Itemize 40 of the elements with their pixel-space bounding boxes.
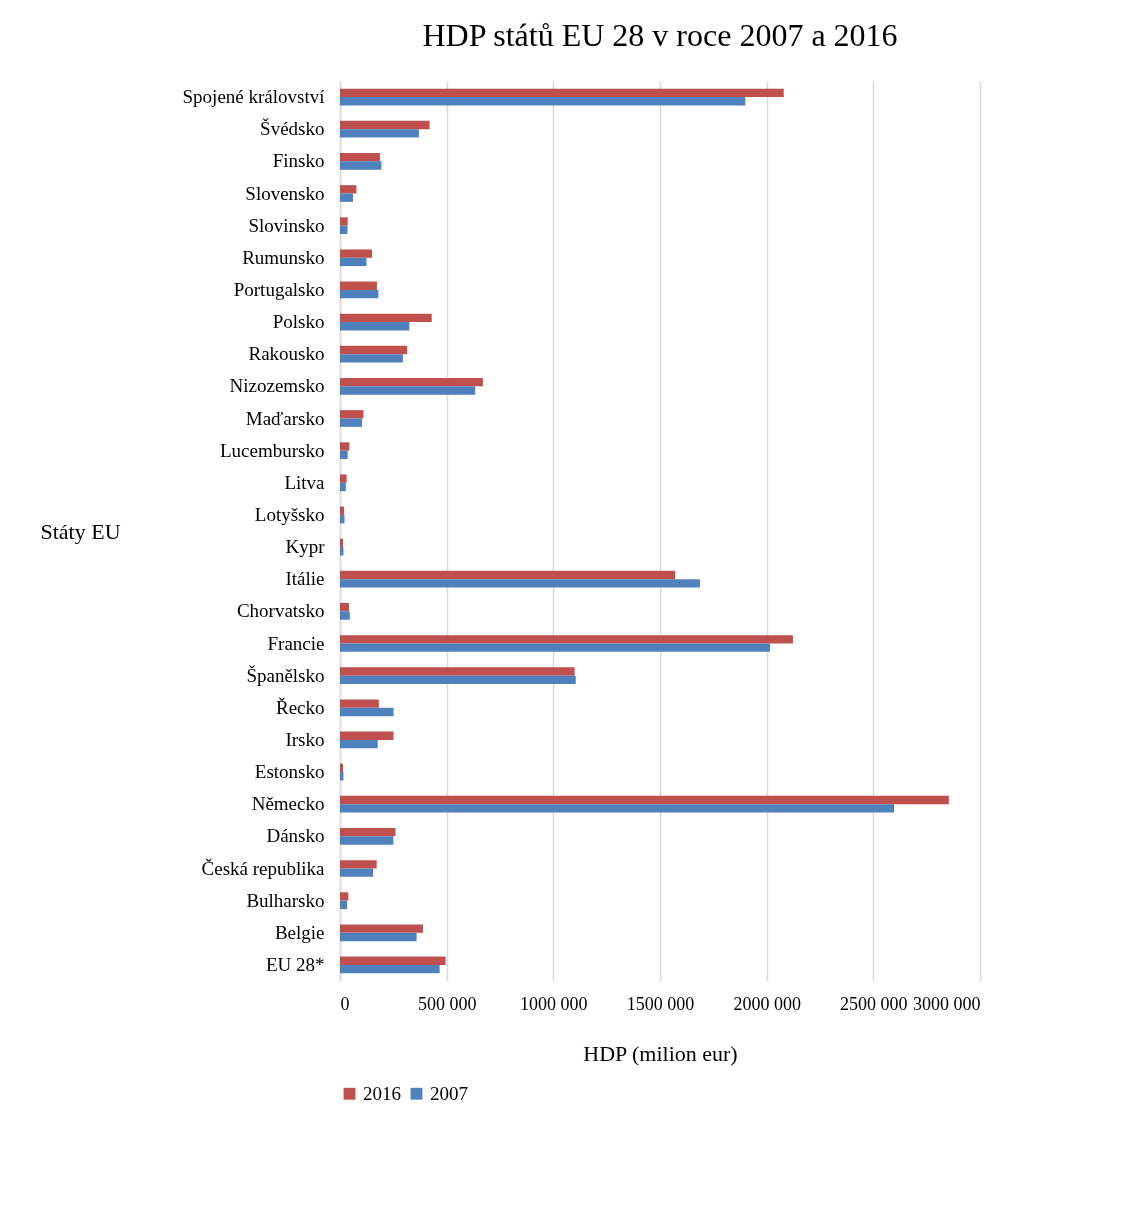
x-axis-title: HDP (milion eur): [583, 1040, 738, 1066]
y-tick-label: Švédsko: [260, 118, 325, 140]
x-tick-label: 2500 000: [840, 993, 908, 1014]
y-tick-label: Francie: [267, 632, 325, 654]
y-tick-label: Česká republika: [201, 857, 326, 879]
y-tick-label: Rakousko: [248, 343, 325, 365]
y-tick-label: Litva: [284, 471, 326, 493]
y-tick-label: Lotyšsko: [254, 503, 325, 525]
chart-title: HDP států EU 28 v roce 2007 a 2016: [422, 17, 898, 53]
y-tick-label: Kypr: [285, 536, 326, 558]
legend-label: 2007: [430, 1082, 468, 1104]
y-tick-label: Dánsko: [266, 825, 325, 847]
x-tick-label: 1000 000: [520, 993, 588, 1014]
y-tick-label: Finsko: [272, 150, 325, 172]
y-tick-label: Slovensko: [245, 182, 325, 204]
y-tick-label: Německo: [251, 793, 325, 815]
y-tick-label: Španělsko: [246, 664, 325, 686]
y-tick-label: Rumunsko: [242, 246, 325, 268]
y-tick-label: Řecko: [275, 696, 325, 718]
y-tick-label: Bulharsko: [246, 889, 325, 911]
y-tick-label: Itálie: [285, 568, 325, 590]
y-tick-label: Lucembursko: [220, 439, 325, 461]
x-tick-label: 2000 000: [733, 993, 801, 1014]
y-tick-label: Chorvatsko: [236, 600, 325, 622]
y-tick-label: Polsko: [272, 311, 325, 333]
y-tick-label: Estonsko: [254, 761, 325, 783]
x-tick-label: 0: [340, 993, 350, 1014]
x-tick-label: 500 000: [417, 993, 477, 1014]
y-axis-title: Státy EU: [40, 518, 121, 544]
y-tick-label: Slovinsko: [248, 214, 325, 236]
y-tick-label: Portugalsko: [233, 278, 325, 300]
x-tick-label: 3000 000: [913, 993, 981, 1014]
y-tick-label: Irsko: [285, 728, 325, 750]
legend-label: 2016: [363, 1082, 401, 1104]
y-tick-label: Spojené království: [182, 86, 326, 108]
y-tick-label: Nizozemsko: [229, 375, 325, 397]
x-tick-label: 1500 000: [626, 993, 695, 1014]
y-tick-label: EU 28*: [265, 953, 325, 975]
y-tick-label: Maďarsko: [245, 407, 325, 429]
y-tick-label: Belgie: [274, 921, 325, 943]
